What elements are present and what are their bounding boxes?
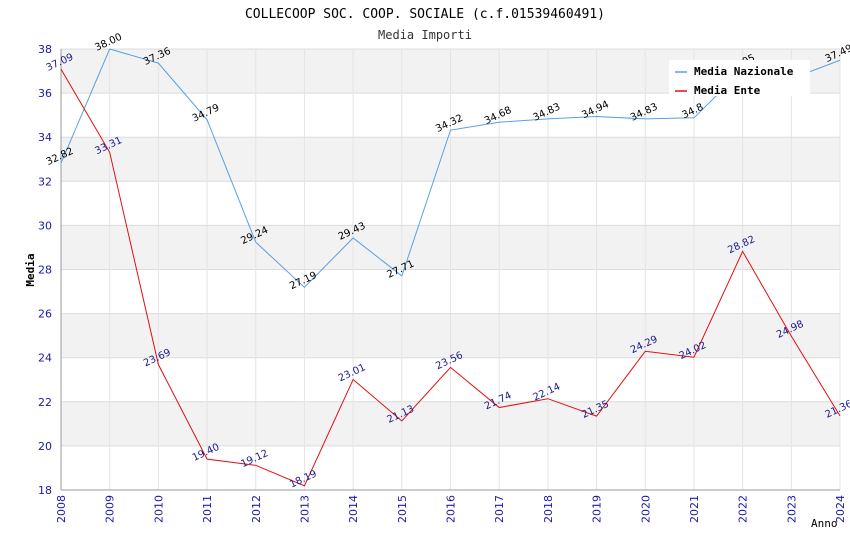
y-tick-label: 26 (38, 308, 52, 321)
x-tick-label: 2015 (396, 495, 409, 523)
y-tick-label: 22 (38, 396, 52, 409)
series-lines (60, 48, 841, 487)
data-label: 34.68 (483, 105, 514, 127)
chart-title: COLLECOOP SOC. COOP. SOCIALE (c.f.015394… (245, 7, 605, 22)
series-line-0 (60, 48, 841, 289)
x-tick-label: 2014 (347, 495, 360, 523)
legend-label-ente: Media Ente (694, 84, 761, 97)
y-tick-label: 34 (38, 131, 52, 144)
data-label: 34.83 (629, 102, 660, 124)
data-label: 34.83 (532, 102, 563, 124)
x-tick-label: 2024 (834, 495, 847, 523)
legend-label-nazionale: Media Nazionale (694, 65, 794, 78)
data-label: 22.14 (532, 381, 563, 403)
y-tick-label: 20 (38, 440, 52, 453)
data-label: 18.19 (288, 469, 319, 491)
x-tick-label: 2016 (445, 495, 458, 523)
x-tick-label: 2017 (493, 495, 506, 523)
data-label: 19.12 (239, 448, 270, 470)
x-tick-label: 2021 (688, 495, 701, 523)
x-tick-label: 2012 (250, 495, 263, 523)
x-tick-label: 2008 (55, 495, 68, 523)
y-tick-labels: 18 20 22 24 26 28 30 32 34 36 38 (38, 43, 52, 497)
legend-box (669, 60, 810, 96)
x-tick-label: 2013 (298, 495, 311, 523)
y-tick-label: 36 (38, 87, 52, 100)
x-tick-label: 2019 (591, 495, 604, 523)
legend: Media Nazionale Media Ente (669, 60, 810, 97)
x-tick-labels: 2008 2009 2010 2011 2012 2013 2014 2015 2016 2017… (55, 495, 847, 523)
y-axis-label: Media (24, 253, 37, 286)
y-tick-label: 32 (38, 175, 52, 188)
series-line-1 (60, 68, 841, 487)
axes (60, 49, 840, 491)
x-axis-label: Anno (811, 517, 838, 530)
data-label: 34.94 (580, 99, 611, 121)
chart-subtitle: Media Importi (378, 28, 472, 42)
data-label: 27.19 (288, 270, 319, 292)
y-tick-label: 38 (38, 43, 52, 56)
y-tick-label: 24 (38, 352, 52, 365)
y-tick-label: 28 (38, 264, 52, 277)
x-tick-label: 2023 (785, 495, 798, 523)
x-tick-label: 2009 (104, 495, 117, 523)
x-tick-label: 2011 (201, 495, 214, 523)
x-tick-label: 2018 (542, 495, 555, 523)
y-tick-label: 30 (38, 219, 52, 232)
x-tick-label: 2022 (737, 495, 750, 523)
x-tick-label: 2010 (152, 495, 165, 523)
x-tick-label: 2020 (639, 495, 652, 523)
data-label: 34.32 (434, 113, 465, 135)
y-tick-label: 18 (38, 484, 52, 497)
